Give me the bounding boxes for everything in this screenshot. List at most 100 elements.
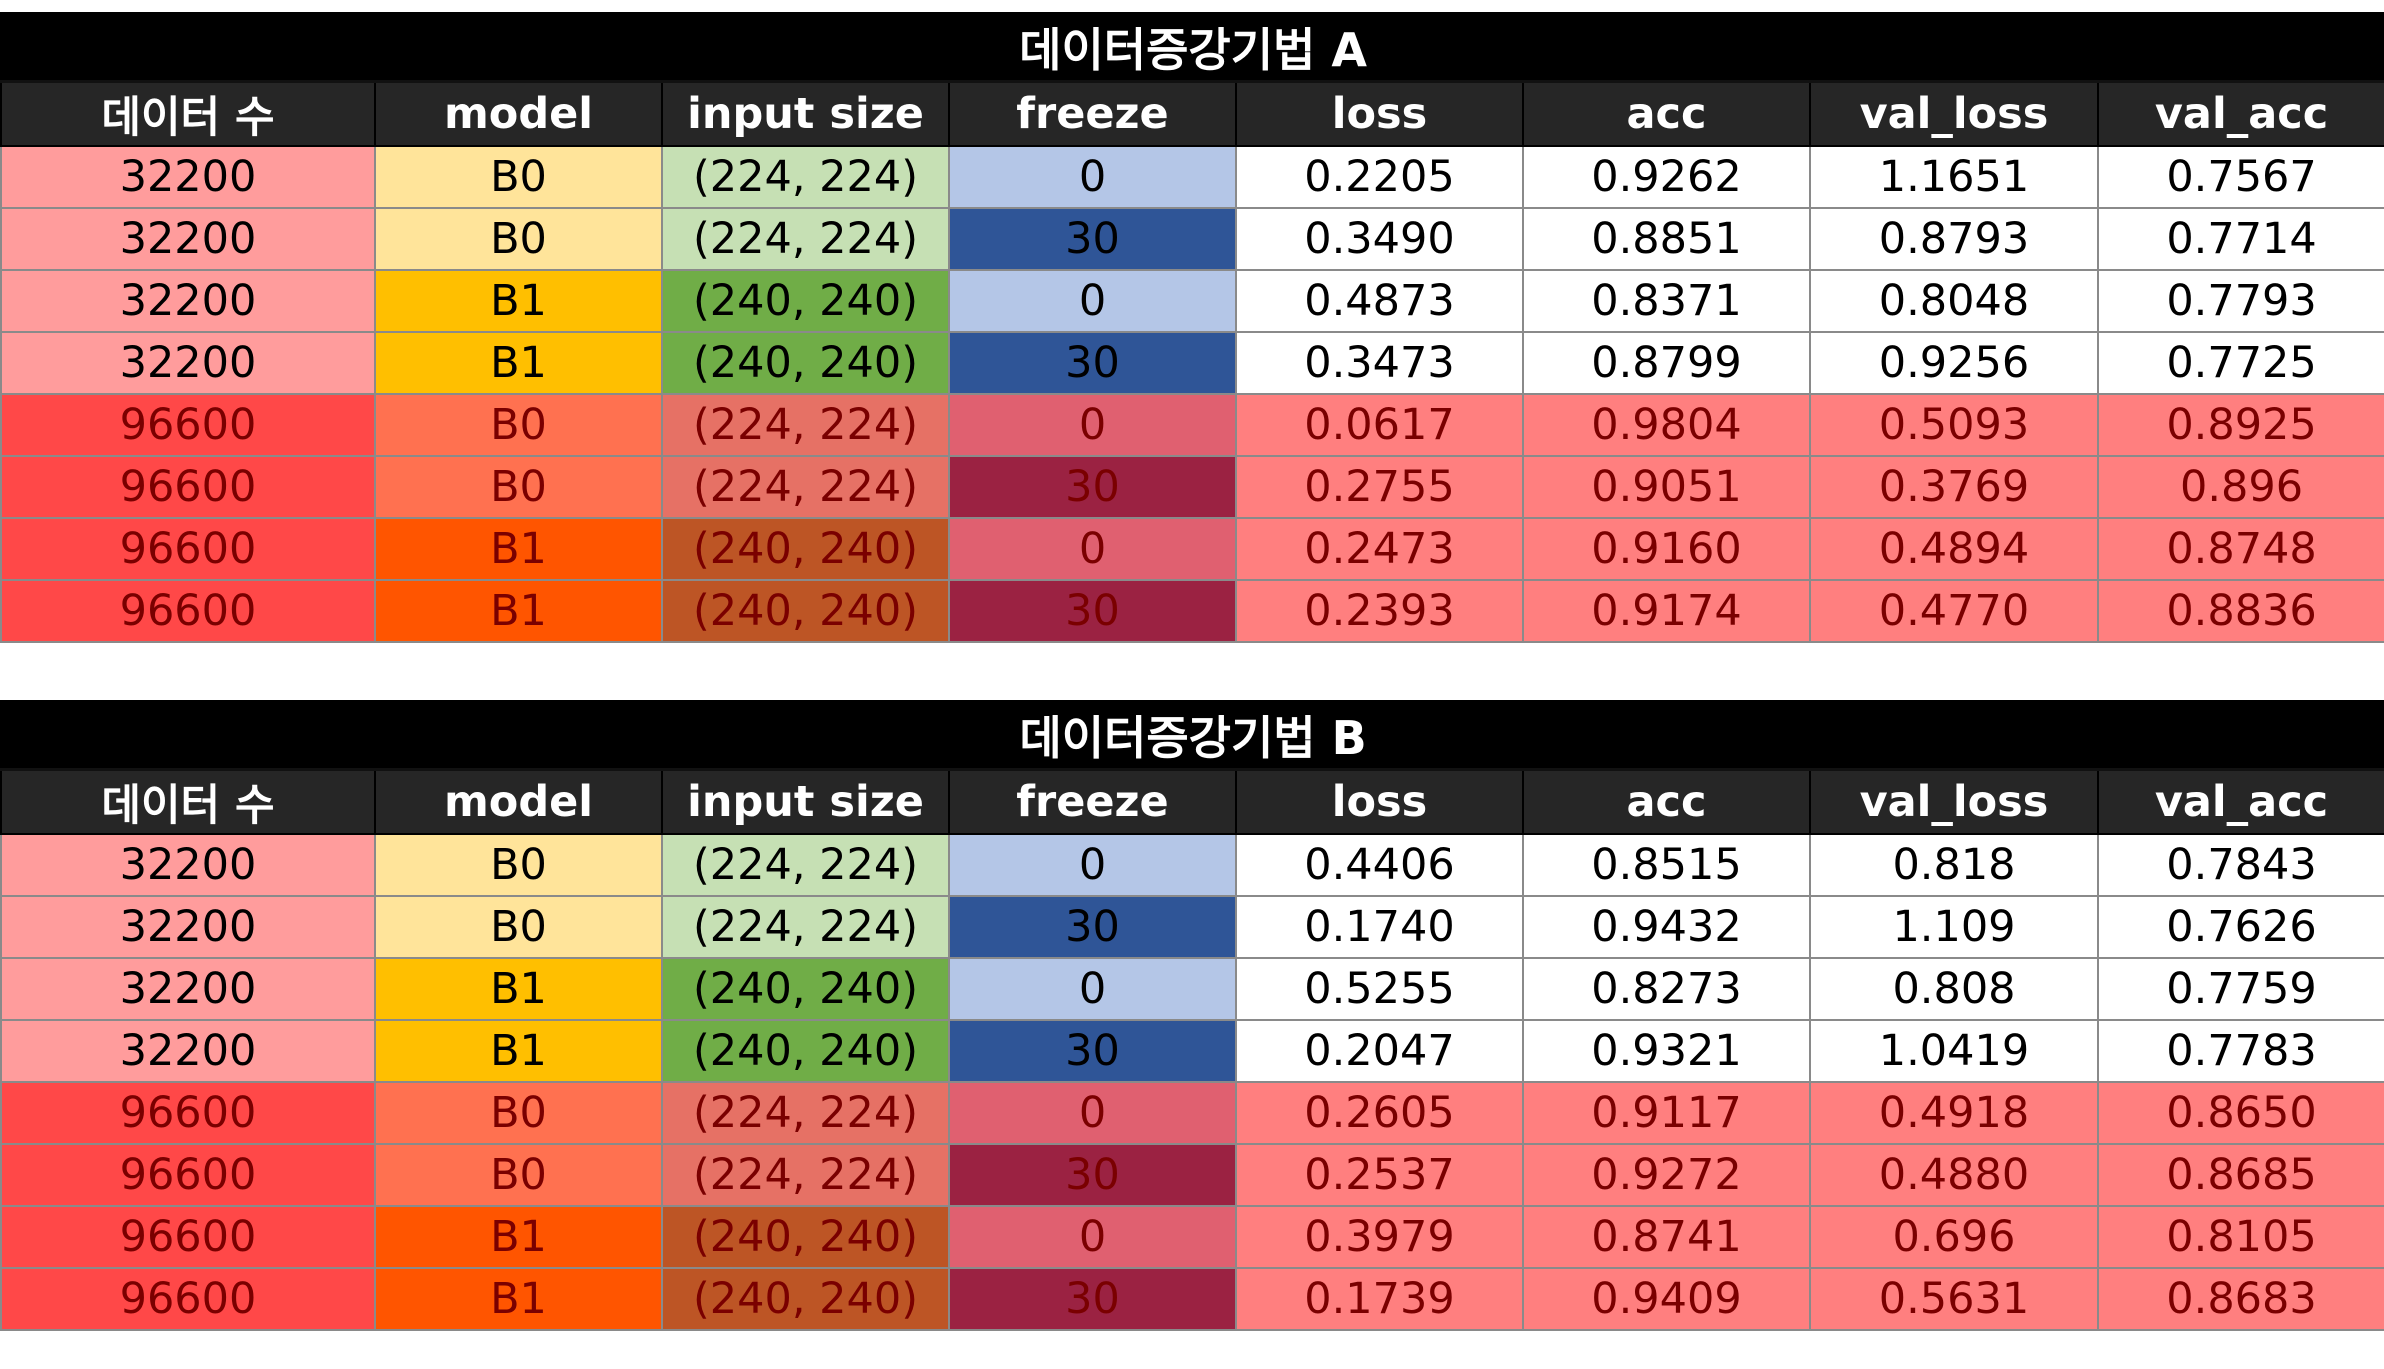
cell-acc: 0.8371 xyxy=(1522,269,1811,333)
cell-model: B0 xyxy=(374,1081,663,1145)
table-row: 96600 B0 (224, 224) 30 0.2755 0.9051 0.3769 0.8… xyxy=(0,455,2384,519)
cell-acc: 0.8799 xyxy=(1522,331,1811,395)
column-header-input-size: input size xyxy=(661,80,950,147)
cell-val-acc: 0.8105 xyxy=(2096,1205,2384,1269)
column-header-val-loss: val_loss xyxy=(1809,768,2099,835)
cell-model: B0 xyxy=(374,207,663,271)
cell-val-loss: 0.4918 xyxy=(1809,1081,2099,1145)
cell-acc: 0.9262 xyxy=(1522,145,1811,209)
column-header-acc: acc xyxy=(1522,80,1811,147)
column-header-val-acc: val_acc xyxy=(2096,768,2384,835)
cell-val-loss: 0.8793 xyxy=(1809,207,2099,271)
cell-freeze: 0 xyxy=(948,1205,1237,1269)
cell-input-size: (224, 224) xyxy=(661,1081,950,1145)
table-row: 96600 B1 (240, 240) 30 0.1739 0.9409 0.5631 0.8… xyxy=(0,1267,2384,1331)
cell-input-size: (224, 224) xyxy=(661,455,950,519)
cell-val-loss: 1.0419 xyxy=(1809,1019,2099,1083)
cell-loss: 0.3473 xyxy=(1235,331,1524,395)
cell-val-loss: 1.109 xyxy=(1809,895,2099,959)
cell-model: B1 xyxy=(374,579,663,643)
cell-loss: 0.1739 xyxy=(1235,1267,1524,1331)
cell-val-loss: 0.696 xyxy=(1809,1205,2099,1269)
cell-freeze: 30 xyxy=(948,895,1237,959)
cell-data-count: 96600 xyxy=(0,517,376,581)
cell-val-loss: 0.4894 xyxy=(1809,517,2099,581)
cell-val-acc: 0.8925 xyxy=(2096,393,2384,457)
cell-val-acc: 0.8836 xyxy=(2096,579,2384,643)
table-title-row: 데이터증강기법 B xyxy=(0,700,2384,771)
cell-input-size: (240, 240) xyxy=(661,957,950,1021)
cell-loss: 0.5255 xyxy=(1235,957,1524,1021)
cell-val-loss: 0.818 xyxy=(1809,833,2099,897)
header-row: 데이터 수 model input size freeze loss acc v… xyxy=(0,768,2384,835)
cell-freeze: 30 xyxy=(948,1143,1237,1207)
cell-freeze: 0 xyxy=(948,269,1237,333)
cell-loss: 0.2393 xyxy=(1235,579,1524,643)
results-table: 데이터증강기법 A 데이터 수 model input size freeze … xyxy=(0,12,2384,643)
cell-data-count: 96600 xyxy=(0,579,376,643)
results-table-a: 데이터증강기법 A 데이터 수 model input size freeze … xyxy=(0,12,2384,643)
cell-val-acc: 0.7567 xyxy=(2096,145,2384,209)
cell-data-count: 32200 xyxy=(0,145,376,209)
cell-data-count: 32200 xyxy=(0,331,376,395)
cell-val-loss: 0.808 xyxy=(1809,957,2099,1021)
table-row: 32200 B0 (224, 224) 30 0.1740 0.9432 1.109 0.76… xyxy=(0,895,2384,959)
cell-val-acc: 0.7759 xyxy=(2096,957,2384,1021)
results-table: 데이터증강기법 B 데이터 수 model input size freeze … xyxy=(0,700,2384,1331)
cell-val-acc: 0.8748 xyxy=(2096,517,2384,581)
column-header-model: model xyxy=(374,768,663,835)
table-body: 32200 B0 (224, 224) 0 0.2205 0.9262 1.1651 0.75… xyxy=(0,145,2384,643)
cell-loss: 0.0617 xyxy=(1235,393,1524,457)
cell-val-loss: 0.5631 xyxy=(1809,1267,2099,1331)
cell-model: B1 xyxy=(374,517,663,581)
cell-model: B0 xyxy=(374,1143,663,1207)
cell-val-loss: 0.5093 xyxy=(1809,393,2099,457)
table-body: 32200 B0 (224, 224) 0 0.4406 0.8515 0.818 0.784… xyxy=(0,833,2384,1331)
cell-data-count: 96600 xyxy=(0,455,376,519)
cell-val-acc: 0.8685 xyxy=(2096,1143,2384,1207)
cell-val-acc: 0.7783 xyxy=(2096,1019,2384,1083)
cell-freeze: 0 xyxy=(948,1081,1237,1145)
cell-input-size: (224, 224) xyxy=(661,895,950,959)
cell-data-count: 32200 xyxy=(0,833,376,897)
cell-val-acc: 0.7714 xyxy=(2096,207,2384,271)
cell-data-count: 96600 xyxy=(0,1143,376,1207)
cell-loss: 0.4406 xyxy=(1235,833,1524,897)
table-row: 32200 B1 (240, 240) 0 0.5255 0.8273 0.808 0.775… xyxy=(0,957,2384,1021)
cell-input-size: (224, 224) xyxy=(661,207,950,271)
table-row: 32200 B1 (240, 240) 0 0.4873 0.8371 0.8048 0.77… xyxy=(0,269,2384,333)
cell-val-loss: 0.8048 xyxy=(1809,269,2099,333)
cell-input-size: (240, 240) xyxy=(661,331,950,395)
column-header-data-count: 데이터 수 xyxy=(0,768,376,835)
cell-val-acc: 0.7725 xyxy=(2096,331,2384,395)
cell-loss: 0.2537 xyxy=(1235,1143,1524,1207)
cell-freeze: 0 xyxy=(948,517,1237,581)
table-row: 96600 B0 (224, 224) 0 0.2605 0.9117 0.4918 0.86… xyxy=(0,1081,2384,1145)
cell-input-size: (224, 224) xyxy=(661,833,950,897)
column-header-acc: acc xyxy=(1522,768,1811,835)
cell-val-loss: 1.1651 xyxy=(1809,145,2099,209)
cell-model: B0 xyxy=(374,455,663,519)
cell-input-size: (240, 240) xyxy=(661,517,950,581)
cell-freeze: 0 xyxy=(948,833,1237,897)
table-title-row: 데이터증강기법 A xyxy=(0,12,2384,83)
cell-input-size: (240, 240) xyxy=(661,579,950,643)
cell-freeze: 0 xyxy=(948,145,1237,209)
cell-acc: 0.8851 xyxy=(1522,207,1811,271)
table-row: 32200 B0 (224, 224) 0 0.2205 0.9262 1.1651 0.75… xyxy=(0,145,2384,209)
cell-data-count: 96600 xyxy=(0,393,376,457)
cell-acc: 0.9409 xyxy=(1522,1267,1811,1331)
cell-val-loss: 0.4880 xyxy=(1809,1143,2099,1207)
cell-freeze: 30 xyxy=(948,207,1237,271)
table-title: 데이터증강기법 B xyxy=(0,700,2384,771)
header-row: 데이터 수 model input size freeze loss acc v… xyxy=(0,80,2384,147)
cell-input-size: (224, 224) xyxy=(661,145,950,209)
cell-input-size: (240, 240) xyxy=(661,1205,950,1269)
table-row: 96600 B1 (240, 240) 0 0.3979 0.8741 0.696 0.810… xyxy=(0,1205,2384,1269)
cell-acc: 0.9160 xyxy=(1522,517,1811,581)
cell-data-count: 32200 xyxy=(0,269,376,333)
cell-model: B0 xyxy=(374,145,663,209)
cell-loss: 0.2205 xyxy=(1235,145,1524,209)
column-header-val-acc: val_acc xyxy=(2096,80,2384,147)
cell-loss: 0.2605 xyxy=(1235,1081,1524,1145)
